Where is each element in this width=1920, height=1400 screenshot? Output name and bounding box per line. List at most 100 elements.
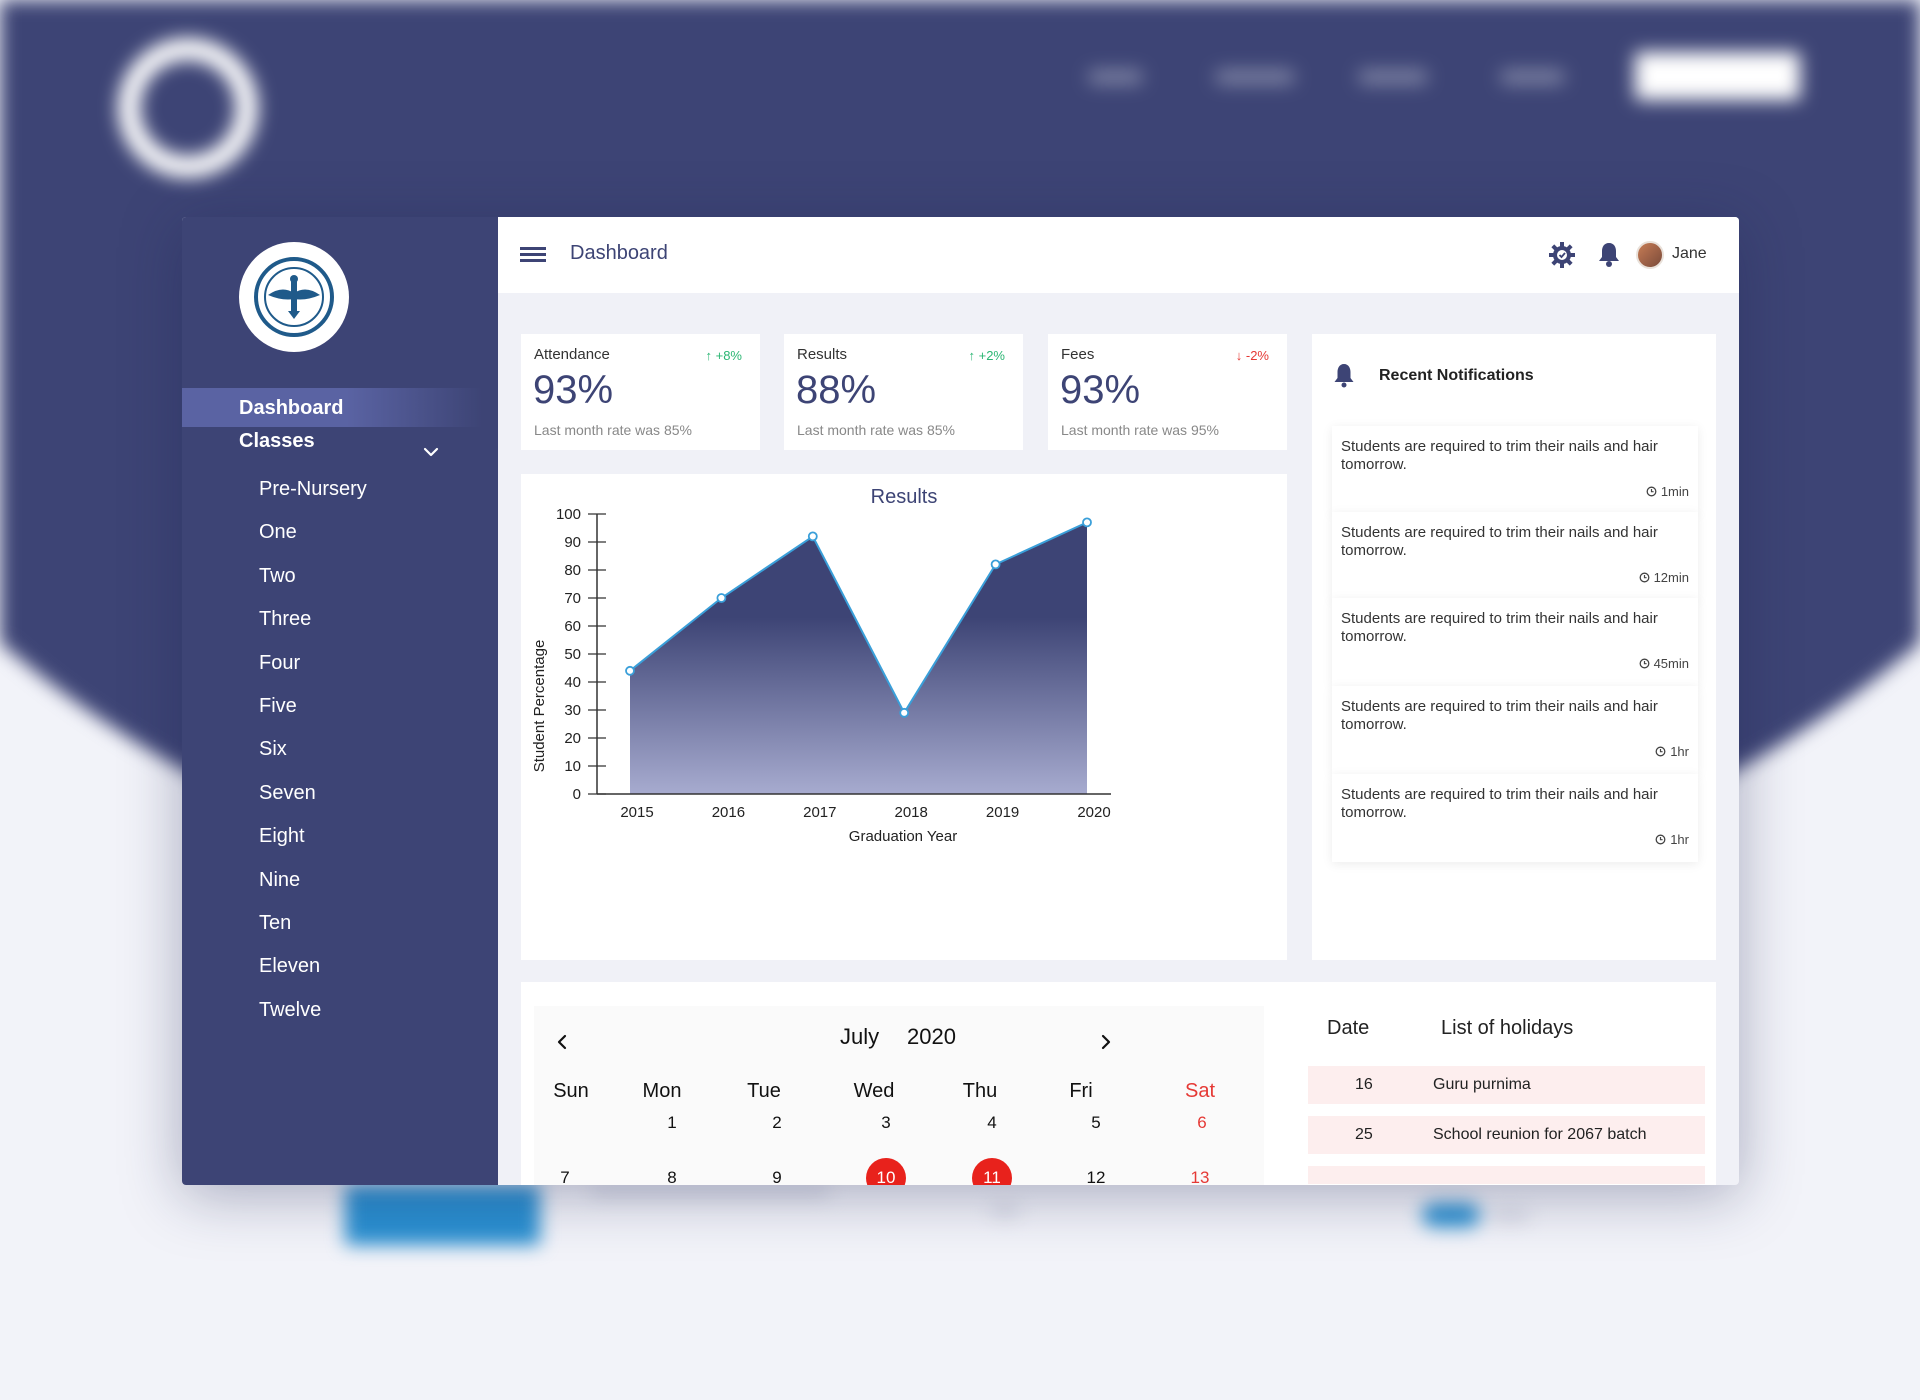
chevron-left-icon[interactable] [552, 1032, 572, 1052]
stat-label: Fees [1061, 346, 1095, 363]
calendar-day[interactable]: 1 [667, 1113, 677, 1132]
holiday-date: 16 [1355, 1076, 1373, 1093]
chart-x-tick-label: 2017 [803, 804, 836, 821]
calendar-day-header: Sat [1184, 1080, 1216, 1102]
chart-point-layer [625, 517, 1092, 718]
notification-time: 1hr [1655, 832, 1689, 847]
sidebar-item-class[interactable]: Eleven [259, 955, 321, 978]
chart-y-tick-label: 30 [564, 702, 581, 719]
sidebar-item-class[interactable]: Four [259, 651, 301, 674]
sidebar-item-class[interactable]: Five [259, 694, 297, 717]
calendar-day-header: Thu [962, 1080, 998, 1102]
stat-subtext: Last month rate was 95% [1061, 422, 1219, 438]
chevron-right-icon[interactable] [1096, 1032, 1116, 1052]
notification-text: Students are required to trim their nail… [1341, 786, 1658, 821]
hamburger-menu-icon[interactable] [520, 247, 546, 263]
chart-y-tick-label: 60 [564, 618, 581, 635]
clock-icon [1639, 658, 1650, 669]
user-name[interactable]: Jane [1672, 245, 1707, 262]
avatar[interactable] [1636, 241, 1664, 269]
sidebar-item-class[interactable]: Twelve [259, 998, 322, 1021]
notification-time-value: 45min [1653, 656, 1689, 671]
background-nav-item [1215, 70, 1295, 84]
notifications-title: Recent Notifications [1379, 367, 1534, 384]
calendar-day[interactable]: 4 [987, 1113, 997, 1132]
sidebar-item-class[interactable]: Eight [259, 825, 305, 848]
background-button [1635, 52, 1800, 100]
stat-value: 93% [533, 368, 614, 412]
nav-classes[interactable]: Classes [239, 430, 315, 452]
sidebar-item-class[interactable]: Three [259, 608, 312, 631]
holiday-row-partial[interactable] [1308, 1166, 1705, 1184]
sidebar-item-class[interactable]: Six [259, 738, 287, 761]
calendar-day[interactable]: 9 [772, 1168, 782, 1185]
chart-y-tick-label: 0 [573, 786, 581, 803]
sidebar-item-class[interactable]: One [259, 521, 297, 544]
background-nav-item [1500, 70, 1565, 84]
notification-time-value: 1hr [1670, 744, 1689, 759]
gear-icon[interactable] [1548, 241, 1576, 269]
top-header: Dashboard Jane [498, 217, 1739, 293]
notification-item[interactable]: Students are required to trim their nail… [1332, 686, 1698, 774]
notification-text: Students are required to trim their nail… [1341, 610, 1658, 645]
notification-item[interactable]: Students are required to trim their nail… [1332, 598, 1698, 686]
calendar-day-header: Mon [642, 1080, 682, 1102]
calendar-day[interactable]: 7 [560, 1168, 570, 1185]
calendar-holidays-card: July 2020 Sun Mon Tue Wed Thu Fri Sat 1 … [521, 982, 1716, 1185]
clock-icon [1655, 746, 1666, 757]
results-chart: Results Student Percentage Graduation Ye… [531, 486, 1111, 845]
chart-y-tick-label: 70 [564, 590, 581, 607]
calendar-day[interactable]: 2 [772, 1113, 782, 1132]
bell-icon [1334, 364, 1354, 388]
notification-item[interactable]: Students are required to trim their nail… [1332, 774, 1698, 862]
holiday-row[interactable]: 25 School reunion for 2067 batch [1308, 1116, 1705, 1154]
sidebar-item-class[interactable]: Two [259, 564, 296, 587]
stat-card-fees: Fees ↓ -2% 93% Last month rate was 95% [1048, 334, 1287, 450]
calendar-day[interactable]: 8 [667, 1168, 677, 1185]
sidebar: Dashboard Classes Pre-Nursery One Two Th… [182, 217, 498, 1185]
nav-dashboard[interactable]: Dashboard [239, 397, 344, 419]
calendar-day-highlighted[interactable]: 11 [972, 1158, 1012, 1185]
stat-change: ↑ +2% [968, 348, 1005, 363]
stat-subtext: Last month rate was 85% [797, 422, 955, 438]
calendar-month: July [840, 1024, 880, 1049]
background-line [1490, 1210, 1530, 1222]
calendar-day[interactable]: 12 [1086, 1168, 1106, 1185]
results-chart-card: Results Student Percentage Graduation Ye… [521, 474, 1287, 960]
notification-item[interactable]: Students are required to trim their nail… [1332, 426, 1698, 514]
calendar-day[interactable]: 13 [1190, 1168, 1210, 1185]
stat-label: Attendance [534, 346, 610, 363]
notification-text: Students are required to trim their nail… [1341, 524, 1658, 559]
notification-time-value: 1hr [1670, 832, 1689, 847]
stat-change: ↑ +8% [705, 348, 742, 363]
sidebar-item-class[interactable]: Ten [259, 911, 292, 934]
active-nav-highlight [182, 388, 482, 427]
calendar-day[interactable]: 5 [1091, 1113, 1101, 1132]
page-title: Dashboard [570, 242, 668, 264]
chart-x-tick-label: 2016 [712, 804, 745, 821]
calendar-day-highlighted[interactable]: 10 [866, 1158, 906, 1185]
chart-y-tick-label: 80 [564, 562, 581, 579]
sidebar-item-class[interactable]: Pre-Nursery [259, 478, 367, 500]
bell-icon[interactable] [1596, 240, 1622, 268]
notification-text: Students are required to trim their nail… [1341, 698, 1658, 733]
chart-data-point [899, 707, 910, 718]
background-blue-block [345, 1185, 540, 1245]
notification-time: 45min [1639, 656, 1689, 671]
chevron-down-icon[interactable] [422, 443, 440, 461]
chart-y-tick-label: 50 [564, 646, 581, 663]
calendar-day[interactable]: 6 [1197, 1113, 1207, 1132]
holiday-row[interactable]: 16 Guru purnima [1308, 1066, 1705, 1104]
notification-time: 1min [1646, 484, 1689, 499]
chart-x-tick-label: 2020 [1077, 804, 1110, 821]
notification-text: Students are required to trim their nail… [1341, 438, 1658, 473]
sidebar-item-class[interactable]: Seven [259, 781, 316, 804]
app-window: Dashboard Classes Pre-Nursery One Two Th… [182, 217, 1739, 1185]
calendar-day[interactable]: 3 [881, 1113, 891, 1132]
chart-y-tick-label: 20 [564, 730, 581, 747]
background-line [990, 1205, 1020, 1217]
sidebar-item-class[interactable]: Nine [259, 868, 301, 891]
notification-item[interactable]: Students are required to trim their nail… [1332, 512, 1698, 600]
clock-icon [1639, 572, 1650, 583]
chart-data-point [807, 531, 818, 542]
